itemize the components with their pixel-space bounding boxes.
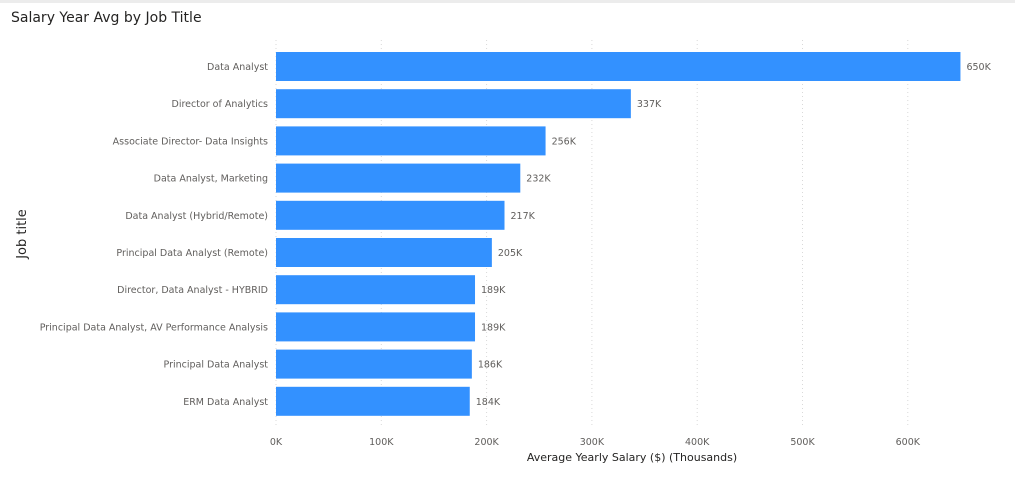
x-tick-label: 200K	[474, 437, 499, 448]
data-label: 189K	[481, 322, 506, 333]
bar[interactable]	[276, 312, 476, 342]
category-label: Principal Data Analyst (Remote)	[116, 248, 268, 259]
data-label: 184K	[476, 397, 501, 408]
bar[interactable]	[276, 126, 546, 156]
x-tick-label: 100K	[369, 437, 394, 448]
bar[interactable]	[276, 238, 492, 267]
x-tick-label: 400K	[685, 437, 710, 448]
x-tick-label: 0K	[270, 437, 283, 448]
data-label: 205K	[498, 248, 523, 259]
bars	[276, 52, 961, 416]
chart-title: Salary Year Avg by Job Title	[11, 10, 202, 26]
x-tick-label: 300K	[580, 437, 605, 448]
data-label: 650K	[966, 62, 991, 73]
category-label: ERM Data Analyst	[183, 397, 268, 408]
data-label: 217K	[511, 211, 536, 222]
data-label: 232K	[526, 174, 551, 185]
category-label: Data Analyst, Marketing	[154, 174, 268, 185]
top-divider	[0, 0, 1015, 3]
category-label: Principal Data Analyst, AV Performance A…	[40, 322, 268, 333]
bar[interactable]	[276, 52, 961, 81]
category-label: Data Analyst	[207, 62, 268, 73]
data-label: 186K	[478, 360, 503, 371]
data-label: 256K	[552, 136, 577, 147]
data-label: 189K	[481, 285, 506, 296]
x-tick-label: 600K	[896, 437, 921, 448]
bar[interactable]	[276, 163, 521, 193]
category-label: Data Analyst (Hybrid/Remote)	[125, 211, 268, 222]
x-tick-label: 500K	[790, 437, 815, 448]
x-axis-title: Average Yearly Salary ($) (Thousands)	[527, 451, 737, 464]
bar[interactable]	[276, 275, 476, 305]
category-label: Director of Analytics	[172, 99, 269, 110]
category-label: Associate Director- Data Insights	[113, 136, 268, 147]
bar[interactable]	[276, 89, 631, 119]
bar[interactable]	[276, 349, 472, 379]
category-label: Principal Data Analyst	[164, 360, 269, 371]
x-tick-labels: 0K 100K 200K 300K 400K 500K 600K	[270, 437, 921, 448]
category-labels: Data Analyst Director of Analytics Associa…	[40, 62, 269, 408]
data-labels: 650K 337K 256K 232K 217K 205K 189K 189K 186K 184K	[476, 62, 992, 408]
bar[interactable]	[276, 386, 470, 416]
data-label: 337K	[637, 99, 662, 110]
y-axis-title: Job title	[15, 209, 30, 260]
category-label: Director, Data Analyst - HYBRID	[117, 285, 268, 296]
bar[interactable]	[276, 200, 505, 230]
